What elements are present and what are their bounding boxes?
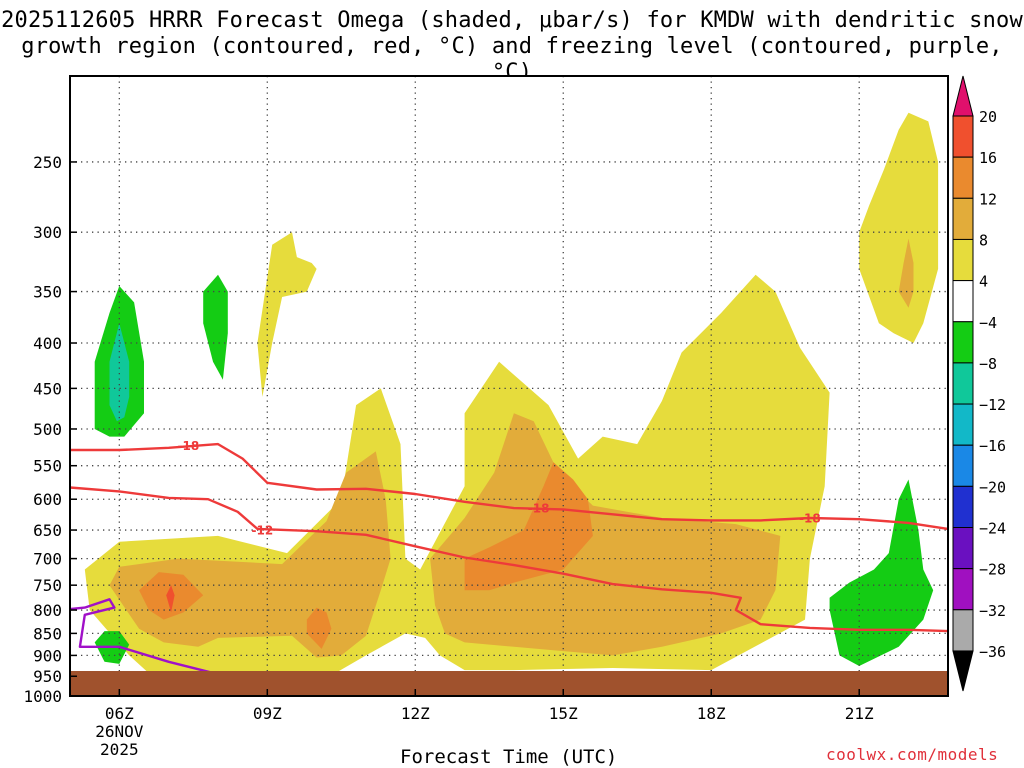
colorbar-segment-8 — [952, 444, 974, 487]
omega-region-pos12-7 — [464, 462, 593, 591]
y-tick-label-950: 950 — [33, 667, 62, 686]
chart-title-line-2: growth region (contoured, red, °C) and f… — [21, 34, 1003, 85]
colorbar-segment-10 — [952, 527, 974, 570]
colorbar-label-4: 4 — [979, 273, 988, 291]
colorbar-segment-12 — [952, 609, 974, 652]
omega-region-pos8-5 — [898, 238, 914, 308]
omega-shading — [84, 112, 939, 687]
x-tick-label-18Z: 18Z — [697, 704, 726, 723]
colorbar-segment-7 — [952, 403, 974, 446]
colorbar-segment-9 — [952, 485, 974, 529]
ground-fill — [70, 671, 948, 696]
omega-region-neg4-13 — [829, 479, 934, 666]
colorbar-label-1: 16 — [979, 149, 997, 167]
x-tick-label-12Z: 12Z — [401, 704, 430, 723]
colorbar-segment-11 — [952, 568, 974, 611]
y-tick-label-250: 250 — [33, 153, 62, 172]
x-tick-label-21Z: 21Z — [845, 704, 874, 723]
colorbar-label-5: −4 — [979, 314, 997, 332]
y-tick-label-900: 900 — [33, 646, 62, 665]
y-tick-label-600: 600 — [33, 490, 62, 509]
y-tick-label-650: 650 — [33, 521, 62, 540]
y-tick-label-450: 450 — [33, 379, 62, 398]
omega-region-pos4-1 — [257, 232, 317, 397]
colorbar-arrow-top — [952, 75, 974, 117]
colorbar-segment-4 — [952, 280, 974, 323]
x-tick-year-06Z: 2025 — [100, 740, 139, 759]
y-tick-label-500: 500 — [33, 420, 62, 439]
omega-region-pos16-9 — [166, 585, 175, 613]
colorbar-label-7: −12 — [979, 396, 1006, 414]
y-tick-label-850: 850 — [33, 624, 62, 643]
colorbar-label-12: −32 — [979, 602, 1006, 620]
x-tick-label-15Z: 15Z — [549, 704, 578, 723]
y-tick-label-800: 800 — [33, 601, 62, 620]
colorbar-segment-6 — [952, 362, 974, 405]
colorbar-label-10: −24 — [979, 520, 1006, 538]
colorbar-label-11: −28 — [979, 561, 1006, 579]
x-tick-label-06Z: 06Z — [105, 704, 134, 723]
colorbar-label-3: 8 — [979, 231, 988, 249]
dgz-contour-1-line — [69, 486, 949, 633]
x-tick-label-09Z: 09Z — [253, 704, 282, 723]
y-tick-label-1000: 1000 — [23, 687, 62, 706]
chart-title-line-1: 2025112605 HRRR Forecast Omega (shaded, … — [1, 8, 1023, 33]
dgz-contour-1-label-0: -12 — [252, 524, 274, 538]
colorbar-label-13: −36 — [979, 643, 1006, 661]
omega-region-pos8-4 — [430, 413, 781, 656]
colorbar-label-8: −16 — [979, 437, 1006, 455]
x-tick-date-06Z: 26NOV — [95, 722, 144, 741]
y-tick-label-350: 350 — [33, 283, 62, 302]
y-tick-label-550: 550 — [33, 457, 62, 476]
colorbar-label-2: 12 — [979, 190, 997, 208]
colorbar-segment-0 — [952, 115, 974, 158]
axes: 250 300 350 400 450 500 550 600 650 700 750 800 850 9… — [23, 75, 949, 759]
omega-region-pos12-8 — [306, 607, 332, 649]
colorbar-segment-1 — [952, 156, 974, 199]
y-tick-label-300: 300 — [33, 223, 62, 242]
dgz-contour-0-label-1: -18 — [528, 502, 550, 516]
plot-frame — [69, 75, 949, 697]
dgz-contour-0-label-2: -18 — [799, 512, 821, 526]
dgz-contour-0-line — [70, 442, 949, 531]
colorbar: 20 16 12 8 4 −4 −8 −12 −16 −20 −24 −28 −32 −36 — [952, 75, 1006, 692]
colorbar-segment-5 — [952, 321, 974, 364]
ground-layer — [70, 671, 948, 696]
colorbar-label-0: 20 — [979, 108, 997, 126]
colorbar-label-9: −20 — [979, 478, 1006, 496]
omega-region-neg8-14 — [109, 323, 130, 422]
omega-region-neg4-11 — [203, 274, 228, 380]
y-tick-label-700: 700 — [33, 550, 62, 569]
x-axis-label: Forecast Time (UTC) — [400, 746, 618, 768]
colorbar-segment-3 — [952, 238, 974, 282]
y-tick-label-750: 750 — [33, 576, 62, 595]
site-credit: coolwx.com/models — [826, 745, 999, 764]
colorbar-label-6: −8 — [979, 355, 997, 373]
omega-region-pos4-2 — [859, 112, 939, 343]
colorbar-segment-2 — [952, 197, 974, 240]
colorbar-arrow-bottom — [952, 650, 974, 692]
y-tick-label-400: 400 — [33, 334, 62, 353]
dgz-contour-0-label-0: -18 — [178, 439, 200, 453]
